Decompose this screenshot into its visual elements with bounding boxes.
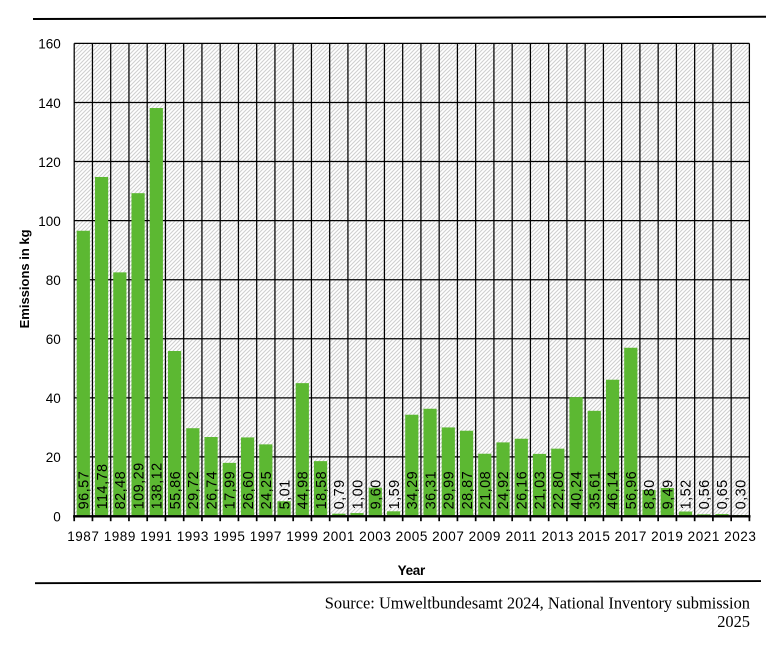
svg-text:60: 60 — [46, 332, 61, 347]
svg-text:2013: 2013 — [542, 529, 574, 544]
svg-text:40,24: 40,24 — [569, 471, 585, 510]
svg-text:Emissions in kg: Emissions in kg — [17, 229, 32, 328]
svg-text:24,92: 24,92 — [496, 471, 512, 510]
svg-text:28,87: 28,87 — [460, 471, 476, 510]
svg-text:24,25: 24,25 — [259, 471, 275, 510]
svg-text:17,99: 17,99 — [223, 471, 239, 510]
svg-text:140: 140 — [38, 96, 61, 111]
svg-text:96,57: 96,57 — [77, 471, 93, 510]
svg-text:2003: 2003 — [359, 529, 391, 544]
svg-text:Source: Umweltbundesamt 2024,: Source: Umweltbundesamt 2024, National I… — [325, 593, 750, 612]
svg-text:2025: 2025 — [717, 612, 750, 631]
svg-text:20: 20 — [46, 450, 61, 465]
svg-text:1995: 1995 — [213, 529, 245, 544]
svg-text:0,56: 0,56 — [697, 479, 713, 509]
svg-text:1991: 1991 — [140, 529, 172, 544]
svg-text:2011: 2011 — [506, 529, 537, 544]
svg-text:55,86: 55,86 — [168, 471, 184, 510]
svg-text:0,79: 0,79 — [332, 479, 348, 509]
svg-text:22,80: 22,80 — [551, 471, 567, 510]
svg-text:2009: 2009 — [469, 529, 501, 544]
svg-text:2023: 2023 — [724, 529, 756, 544]
svg-text:2019: 2019 — [651, 529, 683, 544]
svg-text:0: 0 — [53, 509, 61, 524]
svg-text:0,65: 0,65 — [715, 479, 731, 509]
svg-text:1,52: 1,52 — [679, 479, 695, 509]
svg-text:1999: 1999 — [286, 529, 318, 544]
svg-text:40: 40 — [46, 391, 61, 406]
svg-text:26,16: 26,16 — [514, 471, 530, 510]
svg-text:82,48: 82,48 — [113, 471, 129, 510]
svg-text:21,03: 21,03 — [533, 471, 549, 510]
svg-text:1,59: 1,59 — [387, 479, 403, 509]
svg-text:1989: 1989 — [104, 529, 136, 544]
svg-text:35,61: 35,61 — [587, 471, 603, 510]
svg-text:120: 120 — [38, 155, 61, 170]
svg-text:8,80: 8,80 — [642, 479, 658, 509]
svg-text:1993: 1993 — [177, 529, 209, 544]
svg-text:138,12: 138,12 — [150, 462, 166, 509]
svg-text:Year: Year — [398, 563, 426, 578]
svg-text:34,29: 34,29 — [405, 471, 421, 510]
svg-text:26,60: 26,60 — [241, 471, 257, 510]
svg-text:0,30: 0,30 — [733, 479, 749, 509]
svg-text:100: 100 — [38, 214, 61, 229]
svg-text:36,31: 36,31 — [423, 471, 439, 510]
svg-text:2021: 2021 — [688, 529, 720, 544]
svg-text:160: 160 — [38, 37, 61, 52]
svg-text:46,14: 46,14 — [606, 471, 622, 510]
svg-text:80: 80 — [46, 273, 61, 288]
svg-text:56,96: 56,96 — [624, 471, 640, 510]
svg-text:1997: 1997 — [250, 529, 282, 544]
svg-text:44,98: 44,98 — [296, 471, 312, 510]
svg-text:9,49: 9,49 — [660, 479, 676, 509]
svg-text:2017: 2017 — [615, 529, 647, 544]
svg-text:114,78: 114,78 — [95, 463, 111, 509]
svg-text:29,99: 29,99 — [442, 471, 458, 510]
svg-text:1,00: 1,00 — [350, 479, 366, 509]
svg-text:2015: 2015 — [578, 529, 610, 544]
svg-text:26,74: 26,74 — [204, 471, 220, 510]
svg-text:109,29: 109,29 — [131, 462, 147, 509]
svg-text:1987: 1987 — [67, 529, 99, 544]
svg-text:2005: 2005 — [396, 529, 428, 544]
svg-text:29,72: 29,72 — [186, 471, 202, 510]
svg-text:2001: 2001 — [323, 529, 355, 544]
svg-text:2007: 2007 — [432, 529, 464, 544]
svg-text:21,08: 21,08 — [478, 471, 494, 510]
svg-text:18,58: 18,58 — [314, 471, 330, 510]
svg-text:5,01: 5,01 — [277, 479, 293, 509]
svg-text:9,60: 9,60 — [369, 479, 385, 509]
